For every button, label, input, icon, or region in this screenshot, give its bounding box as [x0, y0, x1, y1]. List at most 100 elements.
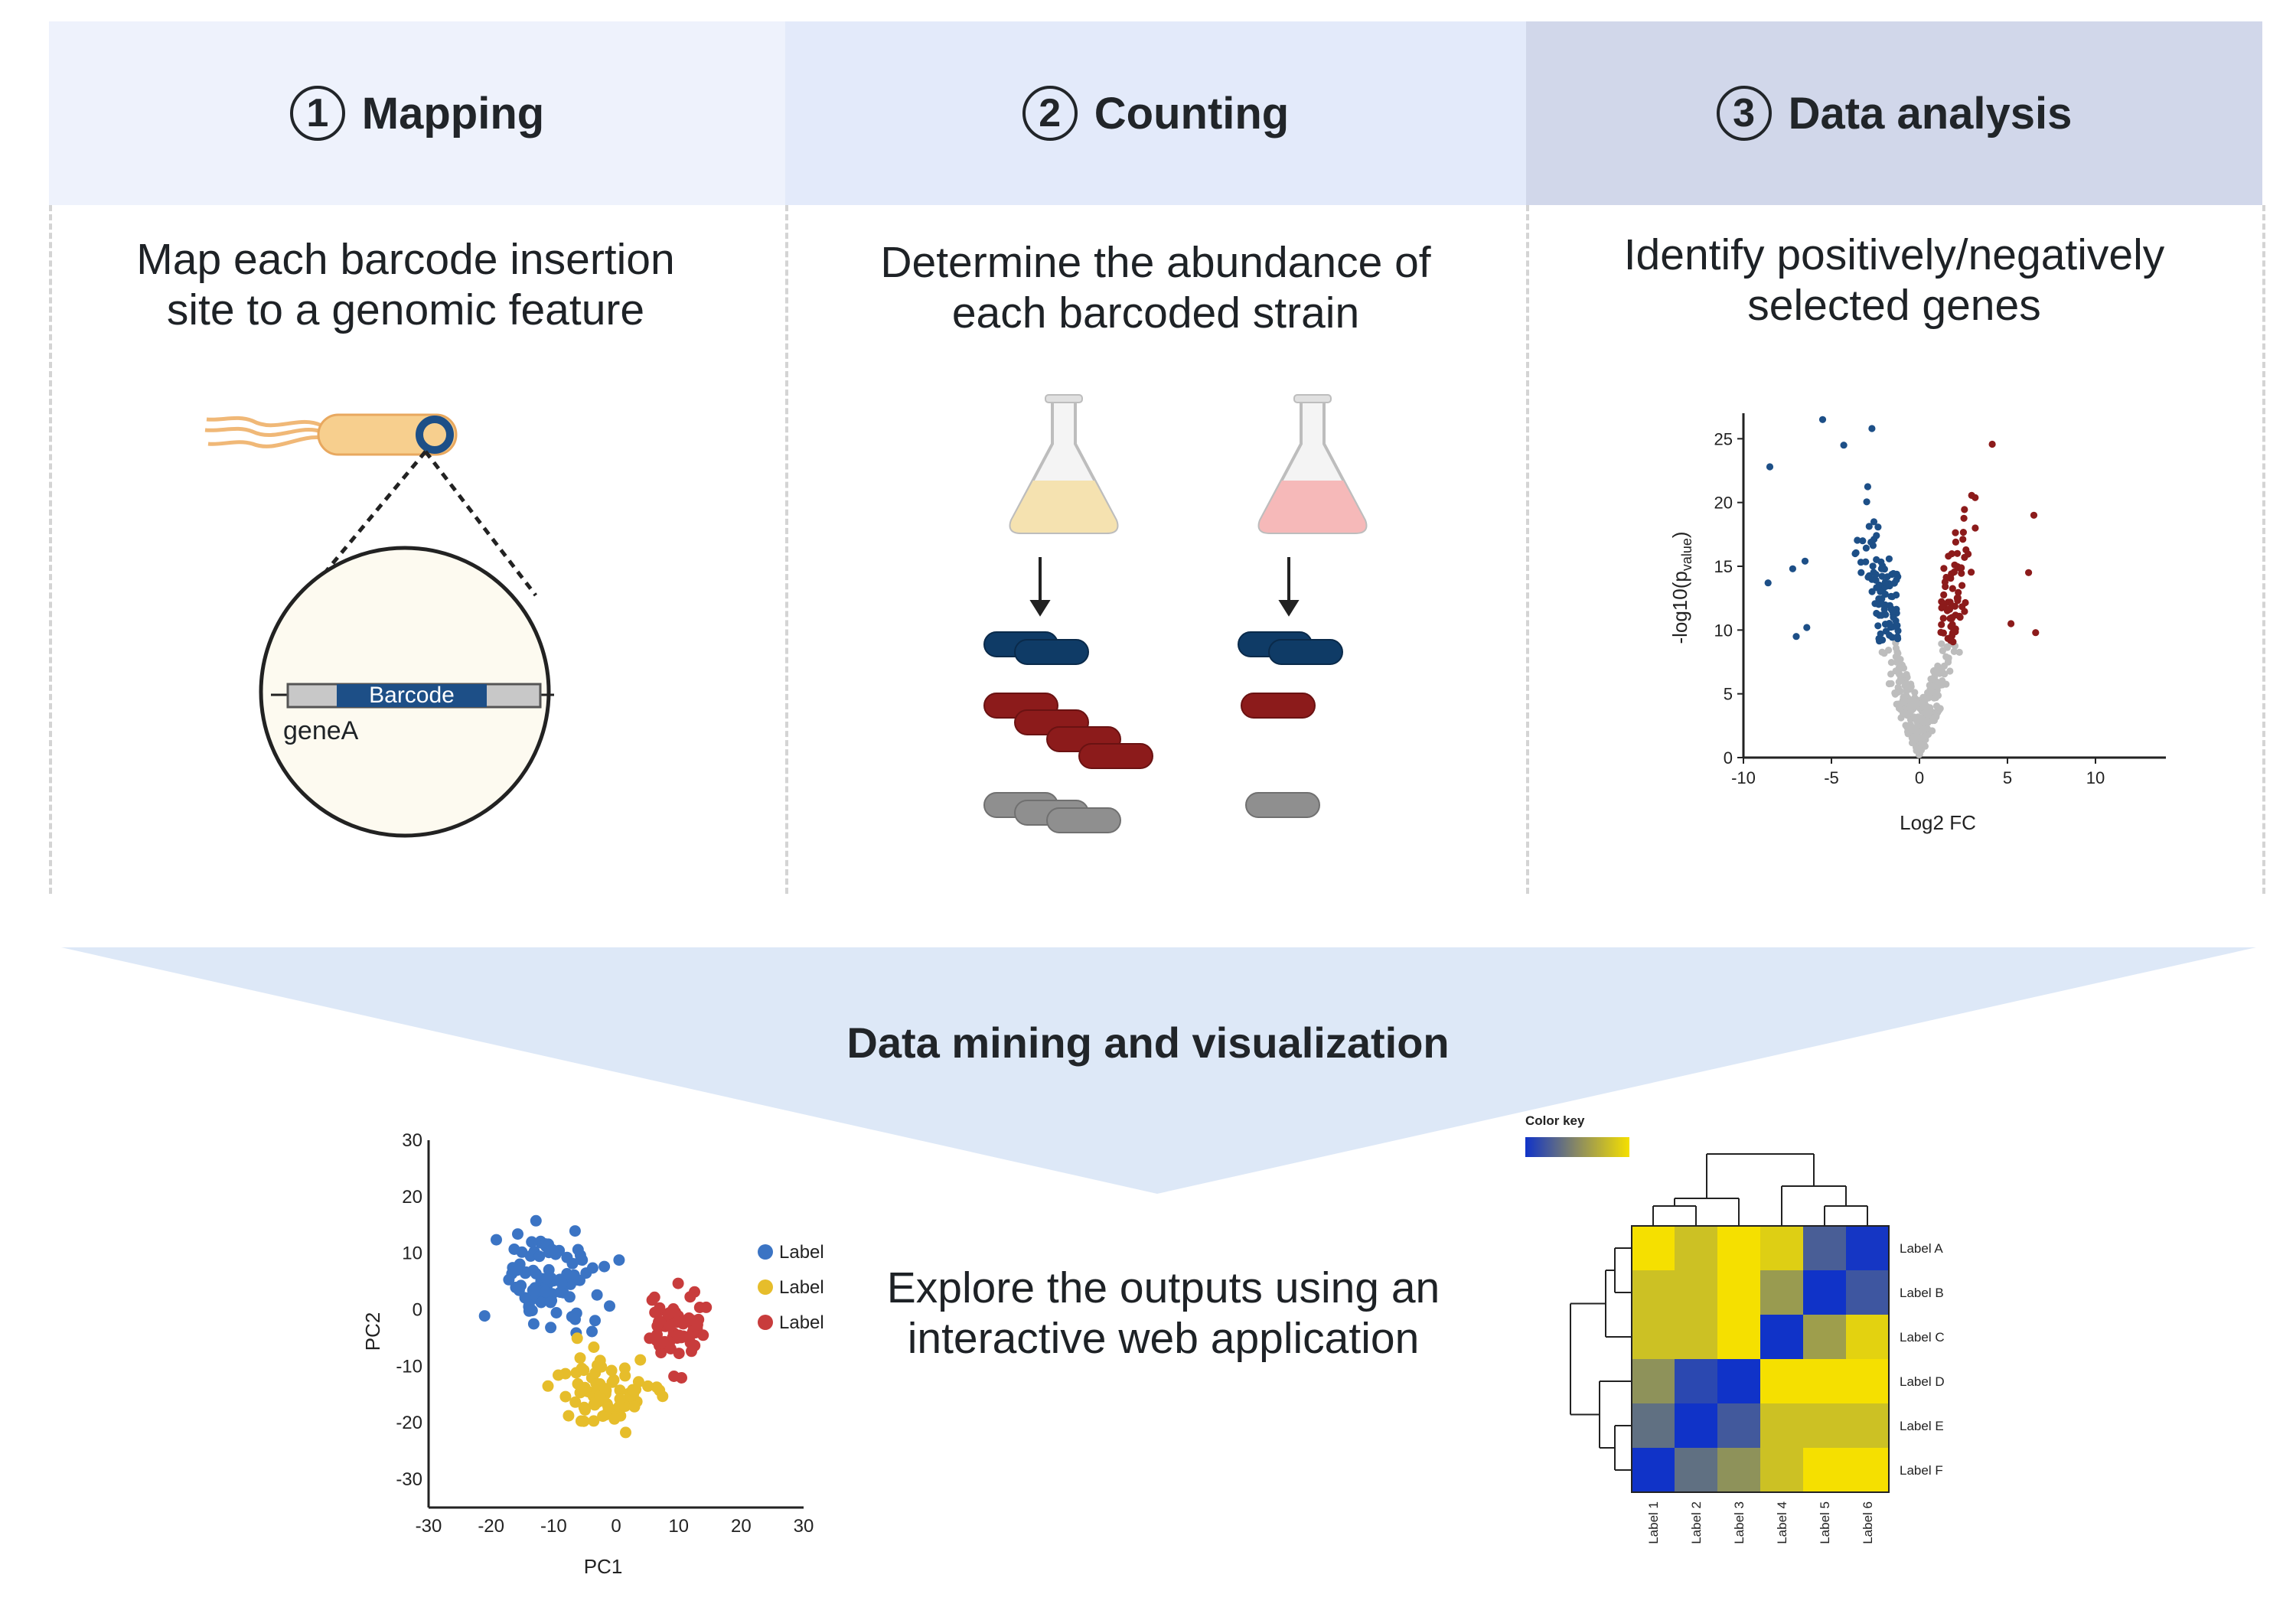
heatmap-frame	[1631, 1225, 1890, 1493]
pca-x-tick-label: 10	[668, 1516, 689, 1537]
volcano-point	[1951, 561, 1958, 569]
volcano-point	[1864, 483, 1871, 491]
mapping-description: Map each barcode insertion site to a gen…	[49, 234, 762, 335]
volcano-point	[1926, 709, 1933, 717]
pca-point	[588, 1415, 600, 1427]
volcano-point	[1789, 565, 1796, 572]
pca-point	[598, 1260, 611, 1273]
volcano-point	[1890, 614, 1897, 621]
pca-point	[542, 1380, 554, 1392]
pca-point	[575, 1415, 587, 1427]
pca-point	[527, 1318, 540, 1330]
heatmap-cell	[1846, 1270, 1889, 1315]
volcano-point	[1927, 675, 1935, 683]
pca-point	[563, 1410, 575, 1422]
pca-point	[571, 1332, 583, 1345]
pca-x-tick-label: -20	[478, 1516, 504, 1537]
volcano-point	[1893, 634, 1901, 642]
volcano-point	[1920, 725, 1928, 733]
pca-point	[528, 1284, 540, 1296]
heatmap-cell	[1675, 1448, 1717, 1492]
volcano-point	[1852, 549, 1860, 556]
volcano-point	[1894, 627, 1902, 634]
pca-point	[523, 1301, 535, 1313]
pca-point	[598, 1383, 611, 1395]
volcano-point	[1947, 637, 1955, 644]
step-3-badge: 3	[1716, 86, 1772, 141]
mapping-header-band: 1 Mapping	[49, 21, 785, 205]
volcano-point	[1873, 584, 1880, 592]
volcano-point	[1959, 536, 1967, 543]
pca-point	[656, 1337, 668, 1349]
pca-point	[579, 1403, 591, 1416]
color-key-bar	[1525, 1137, 1629, 1157]
volcano-point	[1950, 647, 1958, 655]
heatmap-cell	[1760, 1359, 1803, 1403]
pca-point	[634, 1354, 647, 1366]
blue-strain-icon	[983, 631, 1343, 665]
pca-y-tick-label: 20	[402, 1187, 422, 1208]
volcano-point	[1803, 624, 1811, 631]
volcano-point	[1910, 713, 1918, 721]
grey-strain-icon	[983, 792, 1320, 833]
explore-line2: interactive web application	[907, 1314, 1420, 1363]
pca-point	[508, 1244, 520, 1255]
volcano-x-tick-label: 10	[2086, 768, 2105, 787]
heatmap-cell	[1675, 1315, 1717, 1359]
volcano-point	[1949, 585, 1956, 592]
pca-point	[569, 1396, 582, 1408]
volcano-point	[1932, 682, 1940, 690]
volcano-point	[1965, 550, 1972, 558]
heatmap-cell	[1760, 1226, 1803, 1270]
heatmap-cell	[1632, 1403, 1675, 1448]
heatmap-row-label: Label D	[1900, 1374, 1945, 1389]
heatmap-cell	[1846, 1359, 1889, 1403]
volcano-point	[1906, 697, 1913, 705]
volcano-point	[1890, 569, 1897, 578]
pca-point	[651, 1328, 663, 1341]
volcano-point	[1946, 667, 1954, 675]
heatmap-cell	[1760, 1448, 1803, 1492]
volcano-point	[1912, 697, 1919, 705]
volcano-y-label: -log10(pvalue)	[1668, 531, 1694, 644]
heatmap-cell	[1632, 1359, 1675, 1403]
volcano-point	[1874, 622, 1882, 630]
pca-point	[563, 1291, 576, 1303]
heatmap-cell	[1632, 1226, 1675, 1270]
volcano-point	[1896, 663, 1903, 671]
pca-point	[586, 1262, 598, 1274]
pca-point	[675, 1332, 687, 1344]
pca-point	[550, 1307, 563, 1319]
pca-point	[586, 1325, 598, 1338]
pca-legend-label: Label	[779, 1312, 824, 1333]
pca-x-tick-label: -10	[540, 1516, 567, 1537]
flagella-icon	[204, 416, 323, 448]
pca-point	[628, 1384, 640, 1397]
volcano-point	[1863, 498, 1870, 506]
volcano-point	[1955, 648, 1963, 656]
heatmap-cell	[1803, 1270, 1846, 1315]
pca-y-tick-label: -20	[396, 1413, 422, 1433]
counting-header-band: 2 Counting	[785, 21, 1526, 205]
pca-point	[662, 1309, 674, 1321]
volcano-point	[1909, 724, 1916, 732]
pca-point	[574, 1274, 585, 1286]
barcode-box	[337, 684, 487, 707]
panel-divider-1	[785, 205, 788, 894]
volcano-point	[1939, 614, 1947, 622]
volcano-point	[1873, 532, 1880, 539]
pca-point	[672, 1277, 684, 1289]
heatmap-col-label: Label 1	[1646, 1501, 1661, 1544]
red-strain-icon	[983, 693, 1316, 769]
pca-point	[684, 1291, 696, 1303]
mapping-title: Mapping	[361, 88, 545, 139]
volcano-point	[1903, 723, 1911, 732]
volcano-point	[1938, 604, 1945, 611]
panel-border-right	[2262, 205, 2265, 894]
pca-point	[655, 1347, 667, 1359]
heatmap-cell	[1846, 1448, 1889, 1492]
pca-point	[546, 1244, 559, 1256]
heatmap-col-label: Label 5	[1818, 1501, 1832, 1544]
pca-point	[689, 1339, 701, 1351]
